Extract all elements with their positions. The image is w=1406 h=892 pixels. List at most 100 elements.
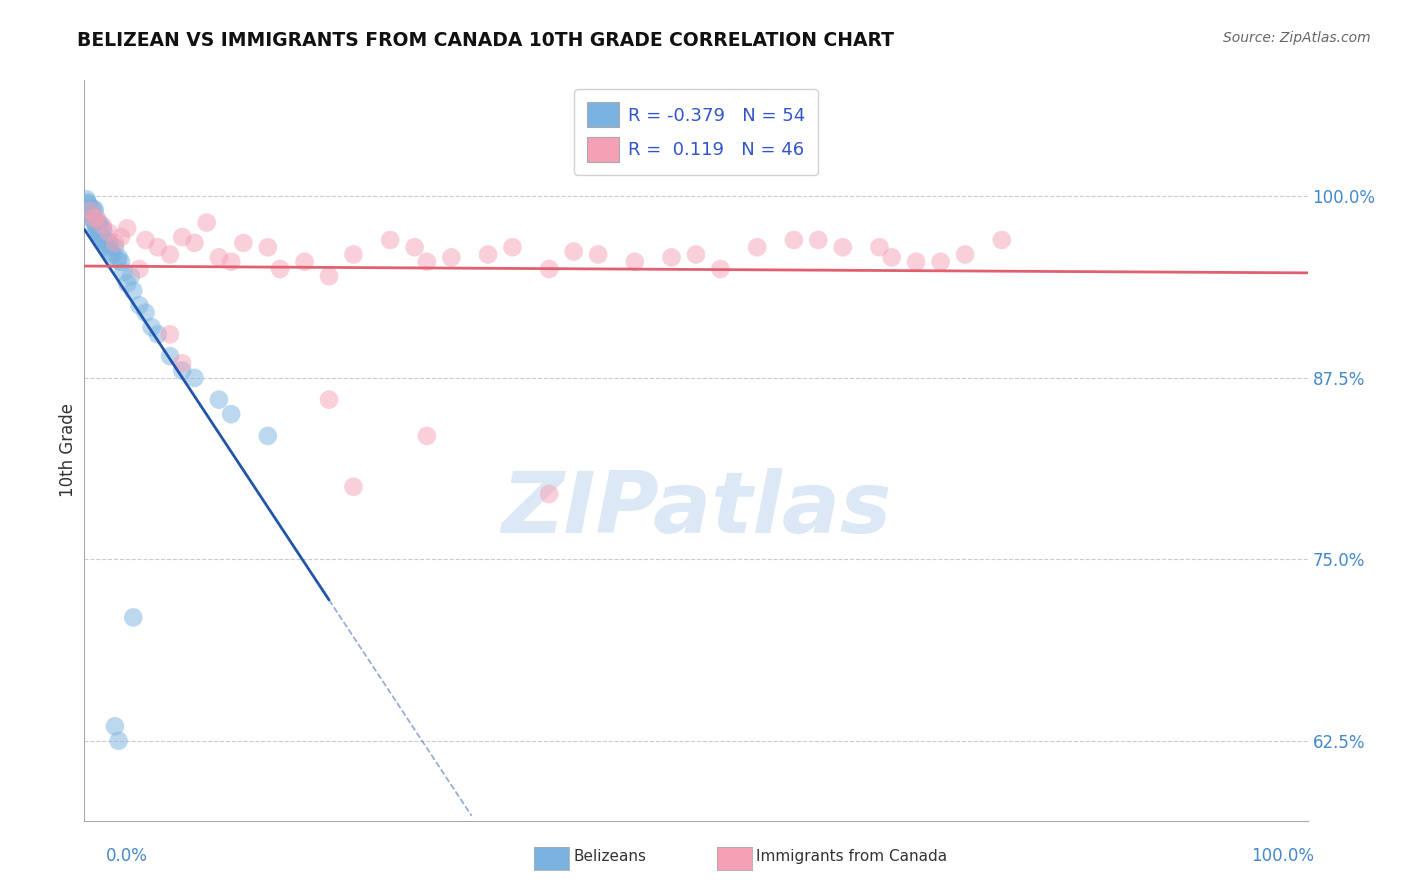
Point xyxy=(94,235,117,250)
Point xyxy=(76,195,98,210)
Text: Source: ZipAtlas.com: Source: ZipAtlas.com xyxy=(1223,31,1371,45)
Point xyxy=(159,247,181,261)
Point xyxy=(831,240,853,254)
Point xyxy=(159,349,181,363)
Point xyxy=(93,233,115,247)
Point xyxy=(84,219,107,233)
Point xyxy=(96,240,118,254)
Point xyxy=(269,262,291,277)
Point xyxy=(807,233,830,247)
Point xyxy=(104,240,127,254)
Point xyxy=(953,247,976,261)
Point xyxy=(80,201,103,215)
Point xyxy=(172,230,194,244)
Text: Immigrants from Canada: Immigrants from Canada xyxy=(756,849,948,863)
Point xyxy=(91,221,114,235)
Point xyxy=(991,233,1014,247)
Point xyxy=(87,214,110,228)
Point xyxy=(97,235,120,250)
Text: BELIZEAN VS IMMIGRANTS FROM CANADA 10TH GRADE CORRELATION CHART: BELIZEAN VS IMMIGRANTS FROM CANADA 10TH … xyxy=(77,31,894,50)
Point xyxy=(79,205,101,219)
Point xyxy=(440,251,463,265)
Point xyxy=(208,392,231,407)
Point xyxy=(502,240,524,254)
Point xyxy=(183,371,205,385)
Point xyxy=(83,208,105,222)
Point xyxy=(477,247,499,261)
Point xyxy=(318,392,340,407)
Legend: R = -0.379   N = 54, R =  0.119   N = 46: R = -0.379 N = 54, R = 0.119 N = 46 xyxy=(574,89,818,175)
Point xyxy=(880,251,903,265)
Point xyxy=(538,262,561,277)
Point xyxy=(98,237,121,252)
Point xyxy=(82,212,104,227)
Point xyxy=(82,211,104,226)
Point xyxy=(84,224,107,238)
Point xyxy=(110,230,132,244)
Point xyxy=(83,203,105,218)
Point xyxy=(135,305,157,319)
Point xyxy=(538,487,561,501)
Point xyxy=(318,269,340,284)
Point xyxy=(87,217,110,231)
Point xyxy=(232,235,254,250)
Point xyxy=(77,203,100,218)
Point xyxy=(77,200,100,214)
Y-axis label: 10th Grade: 10th Grade xyxy=(59,403,77,498)
Point xyxy=(107,733,129,747)
Text: 100.0%: 100.0% xyxy=(1251,847,1315,864)
Point xyxy=(257,240,280,254)
Point xyxy=(122,284,145,298)
Point xyxy=(624,254,647,268)
Point xyxy=(342,247,364,261)
Point xyxy=(404,240,426,254)
Point xyxy=(783,233,806,247)
Point xyxy=(416,254,439,268)
Point xyxy=(128,298,150,312)
Point xyxy=(76,192,98,206)
Point xyxy=(709,262,731,277)
Point xyxy=(101,247,124,261)
Point xyxy=(115,221,138,235)
Point xyxy=(661,251,683,265)
Text: 0.0%: 0.0% xyxy=(105,847,148,864)
Point xyxy=(172,356,194,370)
Point xyxy=(135,233,157,247)
Point xyxy=(929,254,952,268)
Point xyxy=(94,239,117,253)
Point xyxy=(685,247,707,261)
Point xyxy=(97,226,120,240)
Point xyxy=(90,230,112,244)
Point xyxy=(83,202,105,217)
Point xyxy=(380,233,402,247)
Point xyxy=(195,215,218,229)
Point xyxy=(86,211,108,226)
Point xyxy=(89,219,111,233)
Point xyxy=(86,219,108,234)
Point xyxy=(115,277,138,291)
Point xyxy=(89,227,111,242)
Text: ZIPatlas: ZIPatlas xyxy=(501,468,891,551)
Point xyxy=(146,240,169,254)
Point xyxy=(79,203,101,218)
Point xyxy=(110,254,132,268)
Point xyxy=(562,244,585,259)
Point xyxy=(219,407,242,421)
Point xyxy=(869,240,891,254)
Point xyxy=(107,251,129,265)
Point xyxy=(90,228,112,243)
Point xyxy=(83,211,105,226)
Point xyxy=(104,235,127,250)
Point xyxy=(141,320,163,334)
Point xyxy=(77,196,100,211)
Point xyxy=(257,429,280,443)
Point xyxy=(80,210,103,224)
Point xyxy=(172,363,194,377)
Text: Belizeans: Belizeans xyxy=(574,849,647,863)
Point xyxy=(294,254,316,268)
Point xyxy=(747,240,769,254)
Point xyxy=(146,327,169,342)
Point xyxy=(586,247,609,261)
Point xyxy=(91,219,114,233)
Point xyxy=(159,327,181,342)
